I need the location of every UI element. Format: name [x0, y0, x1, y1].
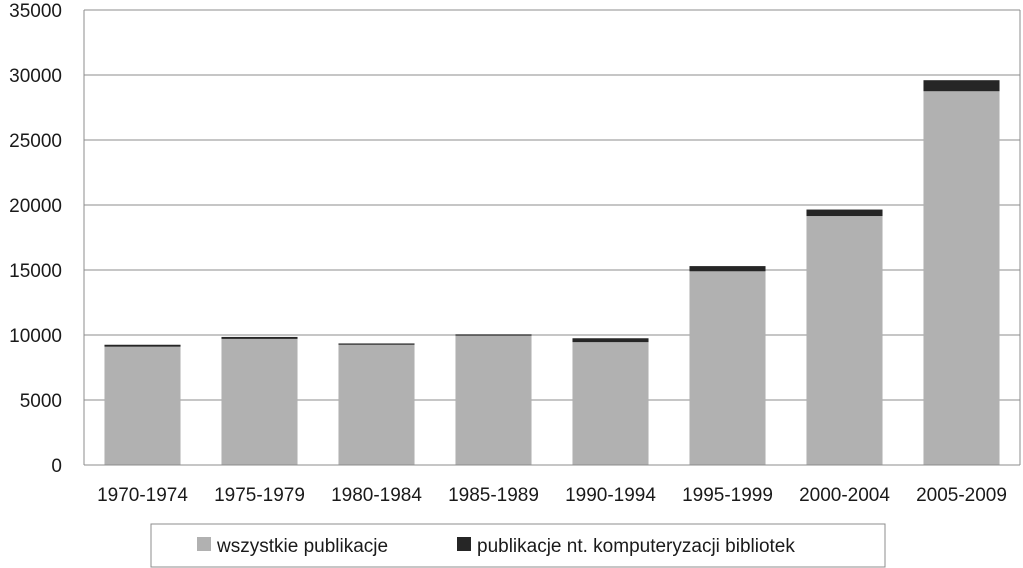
bars	[104, 80, 1000, 465]
x-axis: 1970-1974 1975-1979 1980-1984 1985-1989 1990…	[84, 464, 1020, 506]
y-axis: 0 5000 10000 15000 20000 25000 30000 35000	[9, 1, 1021, 477]
legend-swatch-publikacje-komputeryzacji	[457, 537, 471, 551]
x-tick-label: 1980-1984	[331, 485, 422, 506]
y-tick-label: 5000	[20, 391, 62, 412]
bar-publikacje-komputeryzacji-1970-1974	[104, 344, 181, 347]
y-tick-label: 10000	[9, 326, 62, 347]
x-tick-label: 1995-1999	[682, 485, 773, 506]
y-tick-label: 0	[51, 456, 62, 477]
x-tick-label: 1970-1974	[97, 485, 188, 506]
bar-wszystkie-publikacje-1985-1989	[455, 335, 532, 465]
bar-publikacje-komputeryzacji-2000-2004	[806, 209, 883, 217]
x-tick-label: 2005-2009	[916, 485, 1007, 506]
legend-frame	[150, 523, 886, 568]
bar-wszystkie-publikacje-1980-1984	[338, 344, 415, 465]
bar-publikacje-komputeryzacji-1995-1999	[689, 266, 766, 272]
bar-wszystkie-publikacje-2000-2004	[806, 216, 883, 465]
y-tick-label: 35000	[9, 1, 62, 22]
bar-wszystkie-publikacje-1975-1979	[221, 338, 298, 465]
y-tick-label: 20000	[9, 196, 62, 217]
legend-label-wszystkie-publikacje: wszystkie publikacje	[216, 536, 388, 557]
bar-publikacje-komputeryzacji-1975-1979	[221, 336, 298, 339]
bar-publikacje-komputeryzacji-2005-2009	[923, 80, 1000, 92]
bar-wszystkie-publikacje-1995-1999	[689, 271, 766, 465]
bar-publikacje-komputeryzacji-1985-1989	[455, 334, 532, 336]
legend-swatch-wszystkie-publikacje	[197, 537, 211, 551]
y-tick-label: 30000	[9, 66, 62, 87]
x-tick-label: 1975-1979	[214, 485, 305, 506]
x-tick-label: 2000-2004	[799, 485, 890, 506]
y-tick-label: 15000	[9, 261, 62, 282]
bar-wszystkie-publikacje-1970-1974	[104, 346, 181, 465]
y-tick-label: 25000	[9, 131, 62, 152]
bar-wszystkie-publikacje-1990-1994	[572, 342, 649, 465]
bar-wszystkie-publikacje-2005-2009	[923, 91, 1000, 465]
legend: wszystkie publikacje publikacje nt. komp…	[150, 523, 886, 568]
bar-publikacje-komputeryzacji-1990-1994	[572, 338, 649, 343]
x-tick-label: 1990-1994	[565, 485, 656, 506]
legend-label-publikacje-komputeryzacji: publikacje nt. komputeryzacji bibliotek	[477, 536, 795, 557]
x-tick-label: 1985-1989	[448, 485, 539, 506]
bar-publikacje-komputeryzacji-1980-1984	[338, 343, 415, 345]
